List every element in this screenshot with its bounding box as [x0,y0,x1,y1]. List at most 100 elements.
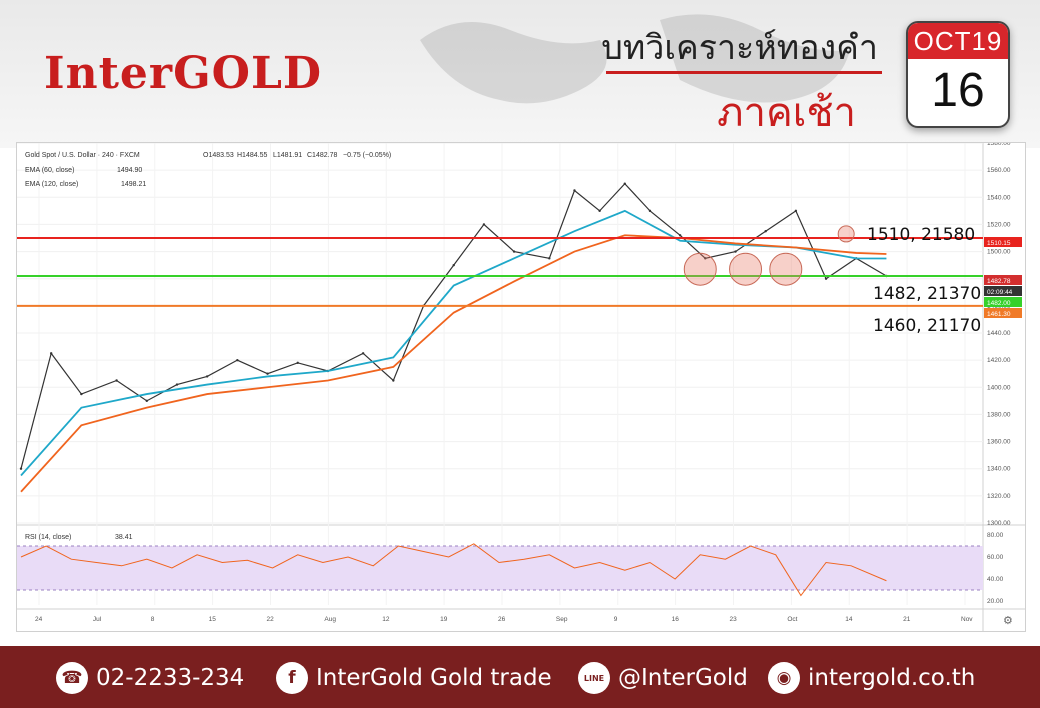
price-tag-resistance-bg [984,237,1022,247]
level-label-green: 1482, 21370 [873,284,981,304]
x-tick-label: Nov [961,616,973,623]
price-point [512,250,516,253]
legend-ema120-value: 1498.21 [121,181,146,188]
phone-icon: ☎ [56,662,88,694]
price-tag-orange-bg [984,308,1022,318]
footer-website-text: intergold.co.th [808,665,976,691]
x-tick-label: 21 [903,616,911,623]
rsi-tick-label: 40.00 [987,576,1004,583]
price-point [623,182,626,185]
price-tag-countdown: 02:09:44 [987,289,1013,296]
price-point [678,234,682,237]
calendar-month: OCT19 [908,23,1008,59]
marks-layer [17,225,983,307]
price-point [205,375,209,378]
support-bounce-highlight [729,252,763,286]
calendar-day: 16 [931,64,985,117]
chart-settings-icon[interactable]: ⚙ [1003,614,1013,627]
x-tick-label: 12 [382,616,390,623]
price-point [648,209,652,213]
legend-close: C1482.78 [307,152,337,159]
price-point [598,209,601,213]
price-point [115,379,118,382]
series-line-ema120 [20,234,887,493]
x-tick-label: 9 [614,616,618,623]
level-label-resistance: 1510, 21580 [867,225,975,245]
x-tick-label: 22 [267,616,275,623]
footer-line-text: @InterGold [618,665,748,691]
price-tag-last-bg [984,275,1022,285]
y-tick-label: 1420.00 [987,357,1011,364]
price-point [482,223,486,226]
price-point [548,257,551,260]
x-tick-label: 15 [209,616,217,623]
x-tick-label: Oct [787,616,797,623]
legend-high: H1484.55 [237,152,267,159]
price-point [361,352,365,355]
y-tick-label: 1360.00 [987,439,1011,446]
page-subtitle: ภาคเช้า [717,90,856,136]
price-point [764,230,767,233]
footer-website[interactable]: ◉ intergold.co.th [768,662,975,694]
price-point [19,467,23,470]
price-point [266,372,269,375]
footer-facebook[interactable]: f InterGold Gold trade [276,662,552,694]
world-map-background [420,14,850,104]
price-point [794,209,798,213]
y-tick-label: 1300.00 [987,520,1011,527]
price-point [392,379,395,382]
series-line-price [20,182,887,469]
x-tick-label: 16 [672,616,680,623]
y-tick-label: 1340.00 [987,466,1011,473]
line-app-icon: LINE [578,662,610,694]
rsi-band-fill [17,546,983,590]
x-tick-label: 14 [845,616,853,623]
price-point [80,392,83,396]
x-tick-label: Jul [93,616,102,623]
footer-phone-text: 02-2233-234 [96,665,245,691]
price-point [824,277,828,280]
legend-ema60-value: 1494.90 [117,167,142,174]
legend-ema60-label: EMA (60, close) [25,167,74,174]
rsi-band [17,545,983,591]
price-point [175,383,179,386]
y-tick-label: 1320.00 [987,493,1011,500]
footer-line[interactable]: LINE @InterGold [578,662,748,694]
globe-icon: ◉ [768,662,800,694]
legend-symbol: Gold Spot / U.S. Dollar · 240 · FXCM [25,152,140,159]
price-chart: 1580.001560.001540.001520.001500.001480.… [17,140,1025,631]
price-tag-countdown-bg [984,286,1022,296]
price-tag-last: 1482.78 [987,278,1011,285]
resistance-touch-highlight [837,225,855,243]
y-tick-label: 1580.00 [987,143,1011,147]
price-tag-green: 1482.00 [987,300,1011,307]
y-tick-label: 1560.00 [987,167,1011,174]
title-underline [606,71,882,74]
y-tick-label: 1380.00 [987,411,1011,418]
price-point [452,263,455,267]
rsi-tick-label: 20.00 [987,598,1004,605]
brand-logo: InterGOLD [44,48,323,99]
calendar-icon: OCT19 16 [906,21,1010,128]
x-tick-label: 8 [151,616,155,623]
y-tick-label: 1440.00 [987,330,1011,337]
y-tick-label: 1520.00 [987,221,1011,228]
x-tick-label: Sep [556,616,568,623]
x-tick-label: 19 [440,616,448,623]
price-point [236,358,239,362]
chart-panel: 1580.001560.001540.001520.001500.001480.… [16,140,1026,632]
price-tag-orange: 1461.30 [987,311,1011,318]
price-point [145,399,148,403]
rsi-tick-label: 80.00 [987,532,1004,539]
legend-change: −0.75 (−0.05%) [343,152,391,159]
facebook-icon: f [276,662,308,694]
header-background [0,0,1040,148]
page-title: บทวิเคราะห์ทองคำ [601,28,878,68]
footer-facebook-text: InterGold Gold trade [316,665,552,691]
y-tick-label: 1540.00 [987,194,1011,201]
series-layer [19,182,888,597]
price-point [296,361,299,365]
support-bounce-highlight [683,252,717,286]
x-tick-label: 24 [35,616,43,623]
footer-phone[interactable]: ☎ 02-2233-234 [56,662,244,694]
